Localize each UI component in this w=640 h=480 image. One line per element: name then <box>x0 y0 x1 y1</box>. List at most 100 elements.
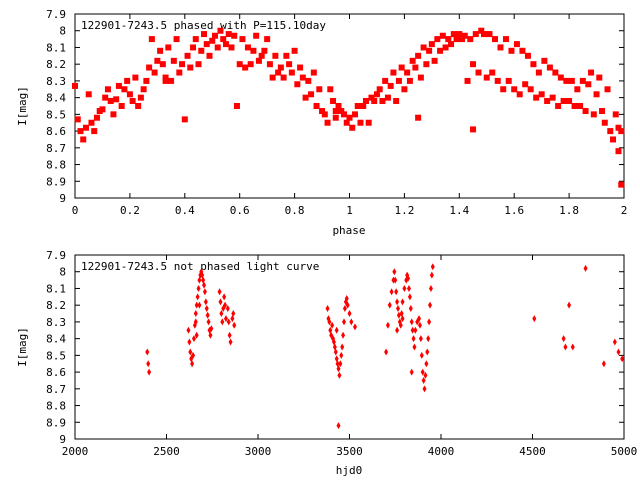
data-point <box>220 36 227 43</box>
data-point <box>308 91 315 98</box>
data-point <box>269 74 276 81</box>
x-tick-label: 1 <box>346 204 353 217</box>
plot-frame <box>74 254 625 440</box>
y-tick-label: 8.6 <box>46 125 66 138</box>
data-point <box>434 36 441 43</box>
data-point <box>190 44 197 51</box>
data-point <box>236 61 243 68</box>
y-tick-label: 8.6 <box>46 366 66 379</box>
data-point <box>429 271 434 279</box>
data-point <box>170 57 177 64</box>
data-point <box>291 47 298 54</box>
data-point <box>579 77 586 84</box>
data-point <box>524 52 531 59</box>
y-tick-label: 8.5 <box>46 108 66 121</box>
data-point <box>419 351 424 359</box>
data-point <box>354 103 361 109</box>
data-point <box>393 276 398 284</box>
data-point <box>415 52 422 59</box>
unphased-light-curve-panel: 122901-7243.5 not phased light curve hjd… <box>16 249 637 477</box>
data-point <box>334 326 339 334</box>
data-point <box>217 288 222 296</box>
data-point <box>379 97 386 104</box>
data-point <box>341 331 346 339</box>
data-point <box>407 293 412 301</box>
data-point <box>148 36 155 43</box>
data-point <box>126 91 133 98</box>
data-point <box>385 321 390 329</box>
data-point <box>115 82 122 89</box>
y-tick-label: 8.3 <box>46 316 66 329</box>
data-point <box>341 111 348 118</box>
data-point <box>408 305 413 313</box>
data-point <box>538 91 545 98</box>
data-point <box>357 119 364 126</box>
data-point <box>280 74 287 81</box>
data-point <box>489 69 496 76</box>
data-point <box>464 77 471 84</box>
data-point <box>527 86 534 93</box>
data-point <box>310 69 317 76</box>
data-point <box>198 47 205 54</box>
data-point <box>338 108 345 115</box>
data-point <box>590 111 597 118</box>
data-point <box>223 315 228 323</box>
data-point <box>497 44 504 51</box>
data-point <box>202 288 207 296</box>
data-point <box>423 371 428 379</box>
x-tick-label: 0 <box>72 204 79 217</box>
data-point <box>319 108 326 115</box>
data-point <box>74 116 81 123</box>
data-point <box>461 32 468 39</box>
data-point <box>137 94 144 101</box>
data-point <box>129 97 136 104</box>
data-point <box>453 36 460 43</box>
data-point <box>412 343 417 351</box>
data-point <box>194 301 199 309</box>
data-point <box>491 36 498 43</box>
data-point <box>417 315 422 323</box>
data-point <box>151 69 158 76</box>
data-point <box>184 52 191 59</box>
data-point <box>448 41 455 48</box>
data-point <box>530 61 537 68</box>
data-point <box>384 94 391 101</box>
data-point <box>217 27 224 34</box>
data-point <box>387 301 392 309</box>
data-point <box>412 64 419 71</box>
data-point <box>583 264 588 272</box>
data-point <box>456 31 463 38</box>
data-point <box>541 57 548 64</box>
data-point <box>601 119 608 126</box>
data-point <box>344 294 349 302</box>
data-point <box>187 64 194 71</box>
data-point <box>544 97 551 104</box>
data-point <box>615 124 622 131</box>
y-tick-label: 8.1 <box>46 41 66 54</box>
data-point <box>231 310 236 318</box>
data-point <box>349 318 354 326</box>
data-point <box>431 57 438 64</box>
data-point <box>406 284 411 292</box>
data-point <box>99 106 106 113</box>
data-point <box>470 61 477 68</box>
data-point <box>214 44 221 51</box>
data-point <box>615 148 622 155</box>
data-point <box>325 305 330 313</box>
data-point <box>508 47 515 54</box>
data-point <box>567 301 572 309</box>
data-point <box>409 318 414 326</box>
data-point <box>577 103 584 109</box>
data-point <box>349 124 356 131</box>
data-point <box>340 343 345 351</box>
data-point <box>400 315 405 323</box>
data-point <box>168 77 175 84</box>
x-tick-label: 2 <box>621 204 628 217</box>
data-point <box>425 348 430 356</box>
data-point <box>532 315 537 323</box>
data-point <box>154 57 161 64</box>
data-point <box>327 318 332 326</box>
data-point <box>197 301 202 309</box>
data-point <box>505 77 512 84</box>
data-point <box>570 343 575 351</box>
